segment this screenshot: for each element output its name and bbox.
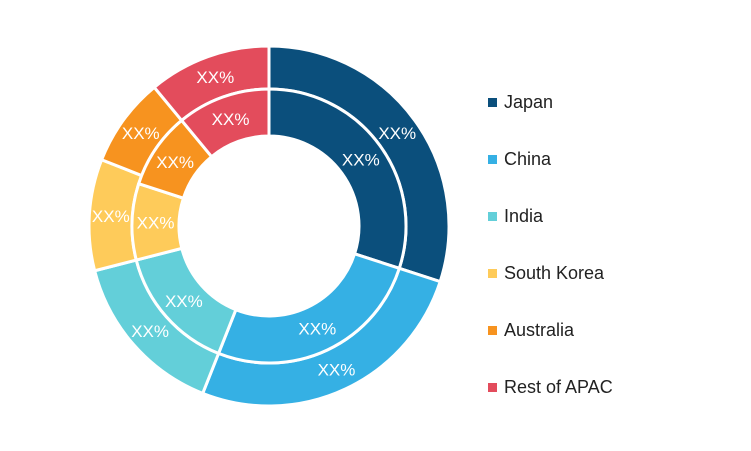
data-label-outer-australia: XX% [122,124,160,143]
legend-label: Rest of APAC [504,377,613,397]
legend-swatch [488,155,497,164]
legend-swatch [488,212,497,221]
data-label-outer-south-korea: XX% [92,207,130,226]
legend-swatch [488,383,497,392]
legend-item-south-korea: South Korea [488,245,613,302]
legend-label: Japan [504,92,554,112]
data-label-inner-rest-of-apac: XX% [212,110,250,129]
legend-item-australia: Australia [488,302,613,359]
legend: Japan China India South Korea Australia Rest … [488,74,613,416]
legend-label: India [504,206,544,226]
legend-item-japan: Japan [488,74,613,131]
data-label-inner-japan: XX% [342,150,380,169]
legend-label: Australia [504,320,575,340]
data-label-outer-india: XX% [131,322,169,341]
data-label-inner-australia: XX% [156,153,194,172]
slice-inner-japan [267,87,408,271]
data-label-outer-japan: XX% [378,124,416,143]
legend-label: South Korea [504,263,605,283]
slice-inner-rest-of-apac [179,87,271,159]
legend-label: China [504,149,552,169]
data-label-outer-rest-of-apac: XX% [196,68,234,87]
data-label-inner-south-korea: XX% [137,213,175,232]
data-label-outer-china: XX% [318,360,356,379]
legend-item-india: India [488,188,613,245]
data-label-inner-india: XX% [165,292,203,311]
data-label-inner-china: XX% [298,320,336,339]
legend-item-china: China [488,131,613,188]
legend-swatch [488,326,497,335]
legend-swatch [488,269,497,278]
legend-item-rest-of-apac: Rest of APAC [488,359,613,416]
legend-swatch [488,98,497,107]
